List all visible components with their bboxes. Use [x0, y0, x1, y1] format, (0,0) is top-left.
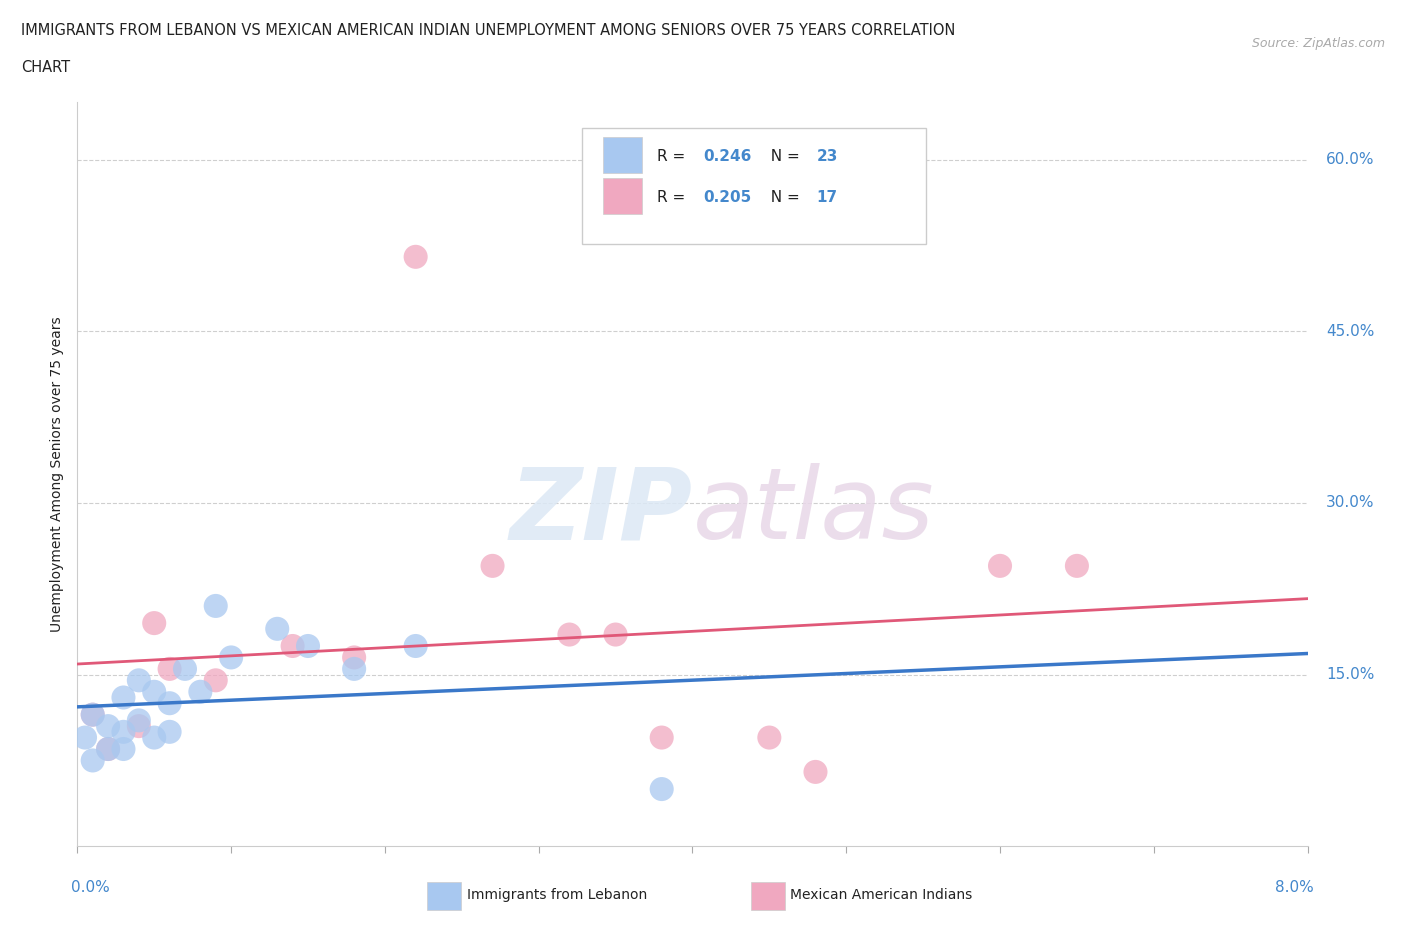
- Text: 0.246: 0.246: [703, 149, 752, 164]
- Point: [143, 616, 166, 631]
- Bar: [603, 138, 643, 173]
- Text: IMMIGRANTS FROM LEBANON VS MEXICAN AMERICAN INDIAN UNEMPLOYMENT AMONG SENIORS OV: IMMIGRANTS FROM LEBANON VS MEXICAN AMERI…: [21, 23, 956, 38]
- Point: [97, 741, 120, 756]
- Point: [343, 661, 366, 676]
- Text: Mexican American Indians: Mexican American Indians: [790, 887, 973, 902]
- Point: [219, 650, 242, 665]
- Point: [481, 558, 503, 573]
- Point: [558, 627, 581, 642]
- Point: [159, 724, 181, 739]
- Point: [758, 730, 780, 745]
- Point: [343, 650, 366, 665]
- Point: [651, 730, 673, 745]
- Point: [651, 781, 673, 796]
- Text: 45.0%: 45.0%: [1326, 324, 1375, 339]
- Point: [128, 713, 150, 728]
- Text: N =: N =: [762, 149, 806, 164]
- Point: [112, 690, 135, 705]
- Text: R =: R =: [657, 190, 690, 205]
- Text: atlas: atlas: [693, 463, 934, 560]
- Point: [112, 741, 135, 756]
- Point: [73, 730, 96, 745]
- Text: 8.0%: 8.0%: [1275, 880, 1313, 895]
- Text: 30.0%: 30.0%: [1326, 496, 1375, 511]
- Text: 15.0%: 15.0%: [1326, 667, 1375, 682]
- Y-axis label: Unemployment Among Seniors over 75 years: Unemployment Among Seniors over 75 years: [51, 316, 65, 632]
- Text: Immigrants from Lebanon: Immigrants from Lebanon: [467, 887, 647, 902]
- Point: [112, 724, 135, 739]
- Point: [174, 661, 197, 676]
- Text: 0.0%: 0.0%: [72, 880, 110, 895]
- Point: [128, 719, 150, 734]
- Point: [297, 639, 319, 654]
- Point: [159, 661, 181, 676]
- Point: [188, 684, 212, 699]
- Point: [143, 684, 166, 699]
- Point: [605, 627, 627, 642]
- Point: [405, 249, 427, 264]
- Text: R =: R =: [657, 149, 690, 164]
- Point: [988, 558, 1011, 573]
- Point: [204, 599, 226, 614]
- Point: [266, 621, 288, 636]
- Point: [97, 719, 120, 734]
- Point: [804, 764, 827, 779]
- Text: ZIP: ZIP: [509, 463, 693, 560]
- Point: [405, 639, 427, 654]
- FancyBboxPatch shape: [582, 128, 927, 244]
- Point: [143, 730, 166, 745]
- Point: [204, 673, 226, 688]
- Point: [82, 707, 104, 722]
- Text: 23: 23: [817, 149, 838, 164]
- Text: 60.0%: 60.0%: [1326, 152, 1375, 167]
- Point: [82, 707, 104, 722]
- Point: [159, 696, 181, 711]
- Text: N =: N =: [762, 190, 806, 205]
- Point: [1066, 558, 1088, 573]
- Point: [281, 639, 304, 654]
- Point: [82, 753, 104, 768]
- Text: CHART: CHART: [21, 60, 70, 75]
- Point: [97, 741, 120, 756]
- Point: [128, 673, 150, 688]
- Bar: [603, 179, 643, 214]
- Text: 17: 17: [817, 190, 838, 205]
- Text: 0.205: 0.205: [703, 190, 752, 205]
- Text: Source: ZipAtlas.com: Source: ZipAtlas.com: [1251, 37, 1385, 50]
